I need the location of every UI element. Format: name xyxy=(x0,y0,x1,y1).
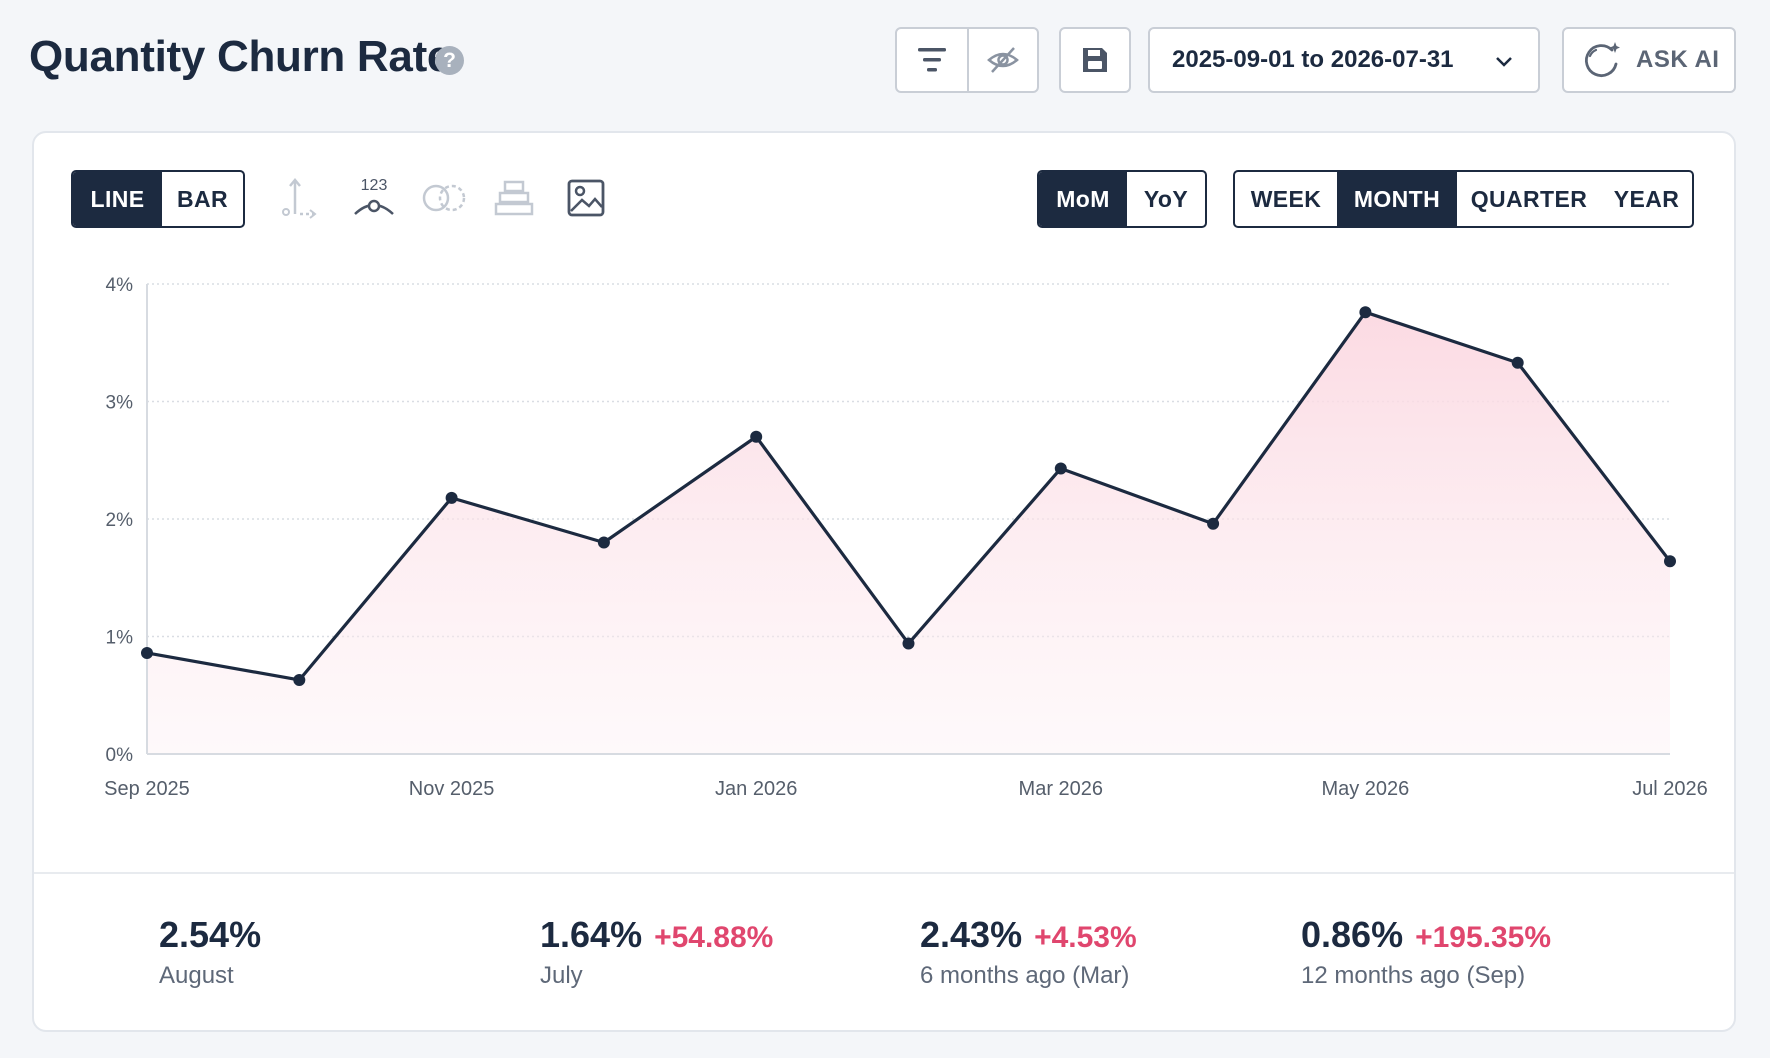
hide-button[interactable] xyxy=(966,29,1037,91)
stat-current: 2.54% August xyxy=(159,914,261,990)
chart-grid xyxy=(147,283,1670,638)
data-point[interactable] xyxy=(597,536,610,549)
series-area xyxy=(147,312,1670,754)
stack-icon xyxy=(494,180,534,216)
chart-type-bar[interactable]: BAR xyxy=(176,185,229,212)
save-button-inner[interactable] xyxy=(1061,29,1129,91)
filter-icon xyxy=(917,48,946,72)
stat-previous-month: 1.64% +54.88% July xyxy=(540,914,773,990)
stat-value: 0.86% xyxy=(1301,914,1404,955)
stat-12-months-ago: 0.86% +195.35% 12 months ago (Sep) xyxy=(1301,914,1551,990)
ai-sparkle-icon xyxy=(1585,42,1620,77)
data-point[interactable] xyxy=(141,646,153,659)
eye-off-icon xyxy=(987,47,1019,73)
stat-value: 1.64% xyxy=(540,914,643,955)
chart-type-toggle: LINE BAR xyxy=(71,170,245,228)
page-title: Quantity Churn Rate xyxy=(29,32,452,81)
x-tick-label: May 2026 xyxy=(1321,778,1409,800)
help-icon[interactable]: ? xyxy=(435,46,464,75)
data-point[interactable] xyxy=(1664,555,1676,568)
period-toggle: WEEK MONTH QUARTER YEAR xyxy=(1233,170,1694,228)
data-point[interactable] xyxy=(293,673,306,686)
period-week[interactable]: WEEK xyxy=(1250,185,1322,212)
page-header: Quantity Churn Rate ? 2 xyxy=(0,0,1770,120)
data-point[interactable] xyxy=(1511,356,1524,369)
period-month[interactable]: MONTH xyxy=(1337,172,1457,226)
data-labels-icon: 123 xyxy=(354,177,394,215)
save-button[interactable] xyxy=(1059,27,1131,93)
ask-ai-label: ASK AI xyxy=(1636,46,1720,73)
stack-button[interactable] xyxy=(492,176,536,220)
y-tick-label: 2% xyxy=(106,510,134,531)
axis-icon xyxy=(282,178,317,219)
comparison-toggle: MoM YoY xyxy=(1037,170,1207,228)
stat-label: 12 months ago (Sep) xyxy=(1301,962,1526,989)
compare-button[interactable] xyxy=(420,176,468,220)
stat-6-months-ago: 2.43% +4.53% 6 months ago (Mar) xyxy=(920,914,1137,990)
comparison-yoy[interactable]: YoY xyxy=(1143,185,1189,212)
stat-change: +54.88% xyxy=(654,921,774,954)
x-tick-label: Mar 2026 xyxy=(1019,778,1104,800)
comparison-mom[interactable]: MoM xyxy=(1039,172,1127,226)
y-tick-label: 4% xyxy=(106,275,134,296)
chart-type-line[interactable]: LINE xyxy=(73,172,162,226)
data-point[interactable] xyxy=(1054,462,1067,475)
stat-label: 6 months ago (Mar) xyxy=(920,962,1130,989)
view-options-group xyxy=(895,27,1039,93)
data-point[interactable] xyxy=(750,430,763,443)
save-icon xyxy=(1083,48,1107,72)
period-year[interactable]: YEAR xyxy=(1613,185,1680,212)
data-point[interactable] xyxy=(1207,517,1220,530)
date-range-picker[interactable]: 2025-09-01 to 2026-07-31 xyxy=(1148,27,1540,93)
chevron-down-icon xyxy=(1496,57,1512,67)
stats-divider xyxy=(34,872,1734,874)
stat-change: +4.53% xyxy=(1034,921,1137,954)
data-labels-text: 123 xyxy=(361,177,388,194)
stat-label: July xyxy=(540,962,583,989)
y-axis: 0% 1% 2% 3% 4% xyxy=(106,275,134,766)
stat-change: +195.35% xyxy=(1415,921,1552,954)
axis-button[interactable] xyxy=(278,176,322,220)
x-tick-label: Sep 2025 xyxy=(104,778,190,800)
x-axis: Sep 2025 Nov 2025 Jan 2026 Mar 2026 May 2026… xyxy=(104,778,1708,800)
y-tick-label: 1% xyxy=(106,628,134,649)
stat-label: August xyxy=(159,962,234,989)
data-point[interactable] xyxy=(1359,306,1372,319)
data-point[interactable] xyxy=(902,637,915,650)
export-image-button[interactable] xyxy=(564,176,608,220)
filter-button[interactable] xyxy=(897,29,967,91)
stat-value: 2.54% xyxy=(159,914,262,955)
date-range-label: 2025-09-01 to 2026-07-31 xyxy=(1172,46,1454,73)
image-icon xyxy=(567,179,605,217)
x-tick-label: Nov 2025 xyxy=(409,778,495,800)
y-tick-label: 3% xyxy=(106,393,134,414)
x-tick-label: Jan 2026 xyxy=(715,778,797,800)
data-point[interactable] xyxy=(445,491,458,504)
stat-value: 2.43% xyxy=(920,914,1023,955)
x-tick-label: Jul 2026 xyxy=(1632,778,1708,800)
period-quarter[interactable]: QUARTER xyxy=(1470,185,1588,212)
compare-icon xyxy=(422,184,466,212)
data-labels-button[interactable]: 123 xyxy=(350,176,398,220)
y-tick-label: 0% xyxy=(106,745,134,766)
ask-ai-button[interactable]: ASK AI xyxy=(1562,27,1736,93)
series-points xyxy=(141,306,1676,686)
